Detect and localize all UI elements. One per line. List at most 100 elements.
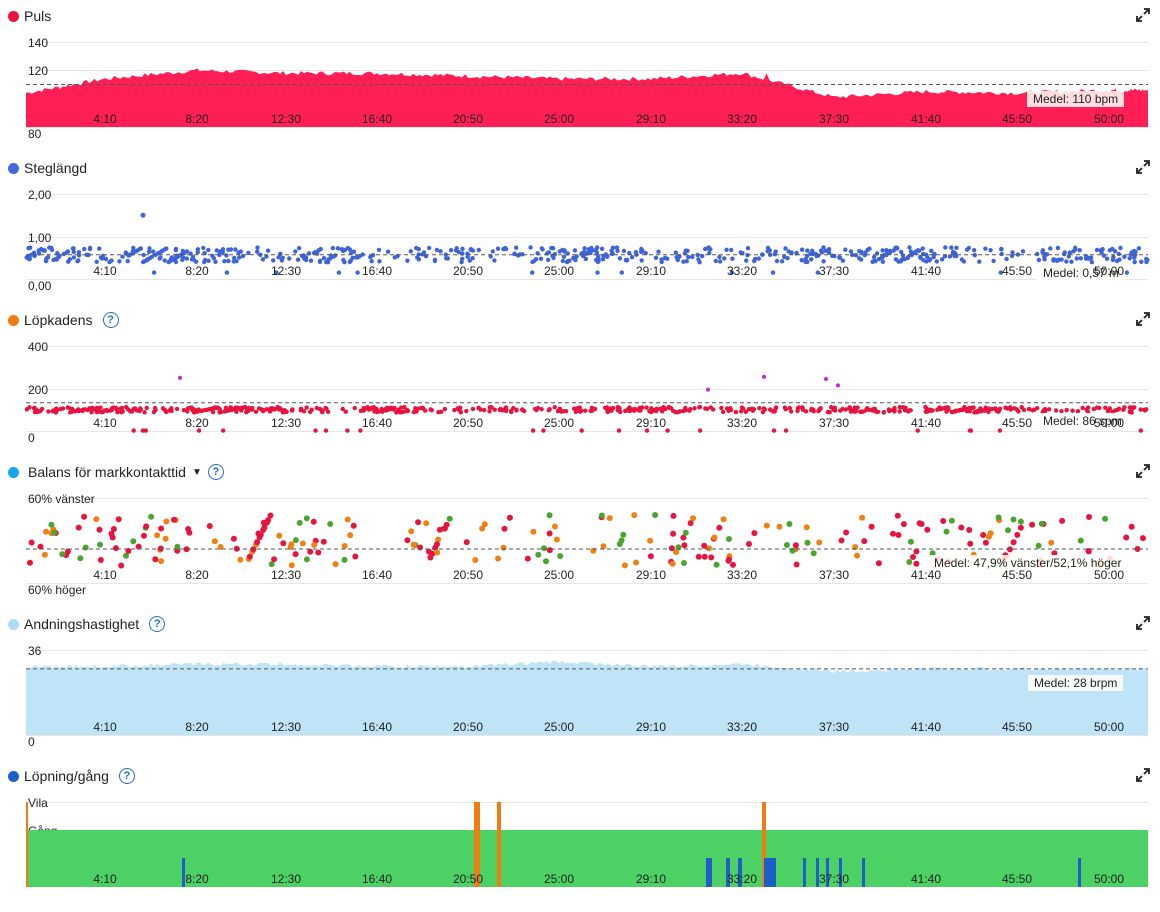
data-point xyxy=(218,409,223,414)
data-point xyxy=(464,408,469,414)
dropdown-caret-icon[interactable]: ▼ xyxy=(191,466,202,478)
data-point xyxy=(280,540,287,547)
y-axis-label: 36 xyxy=(28,644,42,658)
data-point xyxy=(345,428,350,433)
data-point xyxy=(561,254,567,259)
data-point xyxy=(950,409,955,415)
data-point xyxy=(1035,542,1042,549)
data-point xyxy=(1074,256,1080,261)
data-point xyxy=(271,556,278,563)
panel-header: Balans för markkontakttid ▼ ? xyxy=(8,462,224,482)
walk-marker xyxy=(738,858,742,887)
x-axis-label: 4:10 xyxy=(93,416,117,430)
data-point xyxy=(260,257,266,262)
expand-icon[interactable] xyxy=(1136,312,1150,326)
data-point xyxy=(296,246,302,251)
x-axis-label: 29:10 xyxy=(635,872,667,886)
data-point xyxy=(803,256,808,262)
data-point xyxy=(249,407,255,412)
data-point xyxy=(1129,407,1135,412)
data-point xyxy=(43,258,49,264)
expand-icon[interactable] xyxy=(1136,160,1150,174)
x-axis-label: 25:00 xyxy=(543,416,575,430)
rest-marker xyxy=(762,802,766,887)
data-point xyxy=(482,407,487,413)
data-point xyxy=(1042,254,1047,260)
help-icon[interactable]: ? xyxy=(207,464,224,480)
x-axis-label: 45:50 xyxy=(1001,872,1033,886)
data-point xyxy=(1051,550,1058,557)
data-point xyxy=(303,556,310,563)
data-point xyxy=(977,259,982,264)
x-axis-label: 25:00 xyxy=(543,720,575,734)
data-point xyxy=(174,543,181,550)
data-point xyxy=(982,539,989,546)
data-point xyxy=(993,406,998,411)
data-point xyxy=(369,259,374,264)
data-point xyxy=(41,551,48,558)
data-point xyxy=(999,246,1004,252)
data-point xyxy=(82,407,87,412)
expand-icon[interactable] xyxy=(1136,616,1150,630)
data-point xyxy=(340,406,345,412)
y-axis-label: 80 xyxy=(28,127,42,141)
data-point xyxy=(647,537,654,544)
data-point xyxy=(673,250,678,255)
x-axis-label: 8:20 xyxy=(185,264,209,278)
data-point xyxy=(706,387,710,392)
x-axis-label: 41:40 xyxy=(910,112,942,126)
data-point xyxy=(76,408,82,414)
data-point xyxy=(210,409,216,415)
data-point xyxy=(918,255,923,261)
x-axis-label: 41:40 xyxy=(910,416,942,430)
data-point xyxy=(405,258,410,263)
data-point xyxy=(668,545,675,552)
data-point xyxy=(423,520,430,527)
data-point xyxy=(267,407,272,412)
data-point xyxy=(514,245,519,250)
data-point xyxy=(490,249,495,254)
average-label: Medel: 28 brpm xyxy=(1028,674,1124,691)
data-point xyxy=(420,405,425,410)
expand-icon[interactable] xyxy=(1136,8,1150,22)
expand-icon[interactable] xyxy=(1136,768,1150,782)
data-point xyxy=(881,410,887,415)
data-point xyxy=(215,405,220,410)
x-axis-label: 25:00 xyxy=(543,872,575,886)
data-point xyxy=(546,257,551,263)
data-point xyxy=(154,532,161,539)
data-point xyxy=(681,408,686,414)
data-point xyxy=(1103,405,1108,410)
data-point xyxy=(583,256,589,262)
data-point xyxy=(541,428,546,433)
data-point xyxy=(1142,408,1148,413)
data-point xyxy=(1089,260,1095,265)
panel-header: Löpning/gång ? xyxy=(8,766,135,786)
data-point xyxy=(402,405,407,410)
data-point xyxy=(809,257,814,262)
data-point xyxy=(148,513,155,520)
data-point xyxy=(292,551,299,558)
data-point xyxy=(185,409,190,414)
expand-icon[interactable] xyxy=(1136,464,1150,478)
data-point xyxy=(541,545,547,552)
data-point xyxy=(639,258,644,263)
data-point xyxy=(894,245,899,250)
help-icon[interactable]: ? xyxy=(102,312,119,328)
help-icon[interactable]: ? xyxy=(118,768,135,784)
data-point xyxy=(1048,246,1053,251)
data-point xyxy=(454,246,459,251)
data-point xyxy=(617,256,623,261)
y-axis-label: 200 xyxy=(28,382,49,397)
data-point xyxy=(274,270,279,275)
help-icon[interactable]: ? xyxy=(149,616,166,632)
data-point xyxy=(794,250,799,256)
data-point xyxy=(675,410,680,415)
data-point xyxy=(907,245,912,250)
data-point xyxy=(189,257,195,262)
x-axis-label: 29:10 xyxy=(635,720,667,734)
data-point xyxy=(434,541,440,548)
chart-plot xyxy=(24,212,1150,275)
data-point xyxy=(713,258,718,264)
data-point xyxy=(974,409,979,415)
